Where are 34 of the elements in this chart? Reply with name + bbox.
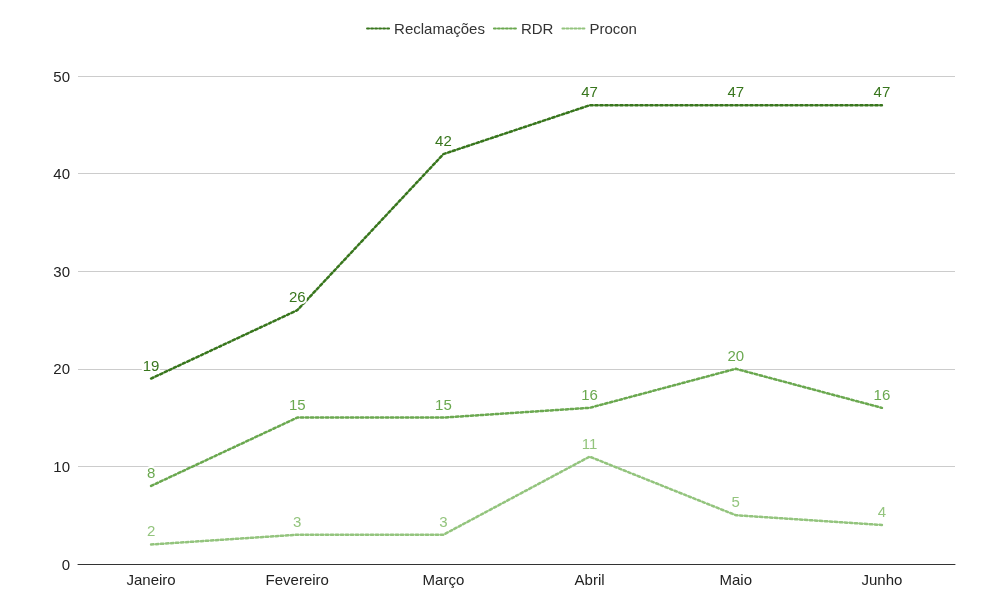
data-label: 5: [731, 493, 740, 511]
legend-label: Procon: [589, 20, 637, 37]
data-label: 20: [727, 346, 745, 364]
data-label: 16: [873, 385, 891, 403]
y-tick-label: 40: [53, 165, 70, 183]
data-label: 42: [435, 132, 452, 150]
legend-label: Reclamações: [394, 20, 485, 37]
data-label: 15: [288, 395, 306, 413]
x-tick-label: Junho: [861, 571, 903, 588]
data-label: 47: [581, 83, 598, 101]
data-label: 47: [727, 83, 745, 101]
y-tick-label: 30: [53, 262, 70, 280]
data-label: 3: [293, 512, 302, 530]
x-tick-label: Maio: [719, 571, 753, 588]
y-tick-label: 10: [53, 457, 70, 475]
y-tick-label: 0: [61, 555, 70, 573]
data-label: 16: [581, 385, 598, 403]
data-label: 2: [146, 522, 156, 540]
data-label: 47: [873, 83, 891, 101]
data-label: 11: [581, 434, 598, 452]
y-tick-label: 20: [53, 360, 70, 378]
x-tick-label: Janeiro: [126, 571, 176, 588]
data-label: 19: [142, 356, 160, 374]
line-series: [149, 455, 884, 546]
data-label: 4: [877, 502, 887, 520]
x-tick-label: Abril: [574, 571, 605, 588]
data-label: 26: [288, 288, 306, 306]
data-label: 8: [146, 463, 156, 481]
legend-label: RDR: [520, 20, 554, 37]
data-label: 3: [439, 512, 448, 530]
data-label: 15: [435, 395, 452, 413]
y-tick-label: 50: [53, 67, 70, 85]
x-tick-label: Fevereiro: [265, 571, 329, 588]
x-tick-label: Março: [422, 571, 465, 588]
